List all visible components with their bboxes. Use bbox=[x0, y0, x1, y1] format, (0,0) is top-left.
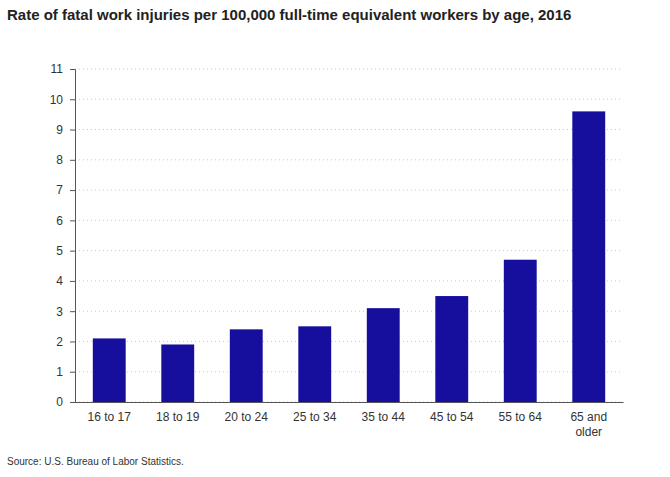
grid-line bbox=[75, 99, 623, 100]
y-tick: 4 bbox=[56, 274, 75, 288]
text-line: 65 and bbox=[570, 410, 607, 424]
grid-line bbox=[75, 371, 623, 372]
x-tick-label: 25 to 34 bbox=[293, 410, 337, 424]
y-tick-mark bbox=[70, 69, 75, 70]
text-line: 35 to 44 bbox=[362, 410, 406, 424]
text-line: Rate of fatal work injuries per 100,000 … bbox=[7, 6, 571, 23]
y-tick-mark bbox=[70, 402, 75, 403]
plot: 0 1 2 3 4 5 6 7 8 9 10 11 16 to 17 18 to 19 20 to 24 25… bbox=[50, 62, 624, 438]
y-tick-label: 9 bbox=[56, 123, 63, 137]
y-tick-label: 5 bbox=[56, 244, 63, 258]
y-tick: 5 bbox=[56, 244, 75, 258]
x-tick: 25 to 34 bbox=[293, 402, 337, 424]
y-tick: 11 bbox=[51, 62, 75, 76]
chart-svg: Rate of fatal work injuries per 100,000 … bbox=[0, 0, 670, 477]
y-tick: 7 bbox=[56, 183, 75, 197]
x-tick-label: 35 to 44 bbox=[362, 410, 406, 424]
title: Rate of fatal work injuries per 100,000 … bbox=[7, 6, 571, 23]
y-tick-label: 6 bbox=[56, 214, 63, 228]
grid-line bbox=[75, 402, 623, 403]
text-line: 25 to 34 bbox=[293, 410, 337, 424]
y-tick-mark bbox=[70, 281, 75, 282]
grid-line bbox=[75, 220, 623, 221]
y-axis-line bbox=[70, 70, 76, 403]
y-tick-mark bbox=[70, 311, 75, 312]
y-tick-label: 8 bbox=[56, 153, 63, 167]
y-tick-mark bbox=[70, 130, 75, 131]
y-tick-mark bbox=[70, 160, 75, 161]
grid-line bbox=[75, 250, 623, 251]
bar bbox=[572, 111, 605, 402]
y-axis: 0 1 2 3 4 5 6 7 8 9 10 11 bbox=[50, 62, 76, 409]
text-line: 16 to 17 bbox=[88, 410, 132, 424]
grid-line bbox=[75, 190, 623, 191]
x-tick: 35 to 44 bbox=[362, 402, 406, 424]
y-tick-mark bbox=[70, 341, 75, 342]
y-tick: 1 bbox=[56, 365, 75, 379]
y-tick-mark bbox=[70, 99, 75, 100]
x-tick-label: 18 to 19 bbox=[156, 410, 200, 424]
y-tick-label: 4 bbox=[56, 274, 63, 288]
y-tick: 9 bbox=[56, 123, 75, 137]
y-tick-label: 7 bbox=[56, 183, 63, 197]
y-tick-label: 11 bbox=[51, 62, 64, 76]
text-line: 55 to 64 bbox=[499, 410, 543, 424]
bar bbox=[298, 326, 331, 402]
text-line: older bbox=[575, 425, 602, 439]
y-tick-label: 2 bbox=[56, 335, 63, 349]
x-tick-label: 65 andolder bbox=[570, 410, 607, 439]
x-tick: 55 to 64 bbox=[499, 402, 543, 424]
grid-line bbox=[75, 311, 623, 312]
x-tick: 18 to 19 bbox=[156, 402, 200, 424]
y-tick: 2 bbox=[56, 335, 75, 349]
y-tick-label: 1 bbox=[56, 365, 63, 379]
x-tick-label: 16 to 17 bbox=[88, 410, 132, 424]
text-line: 20 to 24 bbox=[225, 410, 269, 424]
bar bbox=[367, 308, 400, 402]
x-axis-line bbox=[76, 402, 624, 403]
y-tick: 10 bbox=[50, 93, 75, 107]
bar bbox=[435, 296, 468, 402]
grid-line bbox=[75, 341, 623, 342]
y-tick-mark bbox=[70, 190, 75, 191]
grid bbox=[75, 69, 623, 402]
y-tick: 3 bbox=[56, 305, 75, 319]
grid-line bbox=[75, 69, 623, 70]
x-tick: 45 to 54 bbox=[430, 402, 474, 424]
x-tick-label: 20 to 24 bbox=[225, 410, 269, 424]
bar bbox=[93, 338, 126, 402]
bar bbox=[504, 260, 537, 402]
source: Source: U.S. Bureau of Labor Statistics. bbox=[7, 456, 184, 467]
y-tick-label: 0 bbox=[56, 395, 63, 409]
text-line: 45 to 54 bbox=[430, 410, 474, 424]
grid-line bbox=[75, 280, 623, 281]
grid-line bbox=[75, 159, 623, 160]
x-axis: 16 to 17 18 to 19 20 to 24 25 to 34 35 to 44… bbox=[76, 402, 624, 439]
y-tick-mark bbox=[70, 251, 75, 252]
y-tick: 0 bbox=[56, 395, 75, 409]
y-tick-mark bbox=[70, 220, 75, 221]
bar bbox=[161, 344, 194, 402]
x-tick-label: 55 to 64 bbox=[499, 410, 543, 424]
bar bbox=[230, 329, 263, 402]
x-tick: 16 to 17 bbox=[88, 402, 132, 424]
y-tick-label: 3 bbox=[56, 305, 63, 319]
grid-line bbox=[75, 129, 623, 130]
y-tick: 6 bbox=[56, 214, 75, 228]
chart-container: Rate of fatal work injuries per 100,000 … bbox=[0, 0, 670, 477]
x-tick-label: 45 to 54 bbox=[430, 410, 474, 424]
y-tick-mark bbox=[70, 372, 75, 373]
text-line: 18 to 19 bbox=[156, 410, 200, 424]
x-tick: 20 to 24 bbox=[225, 402, 269, 424]
x-tick: 65 andolder bbox=[570, 402, 607, 439]
y-tick-label: 10 bbox=[50, 93, 64, 107]
bars bbox=[93, 111, 605, 402]
y-tick: 8 bbox=[56, 153, 75, 167]
